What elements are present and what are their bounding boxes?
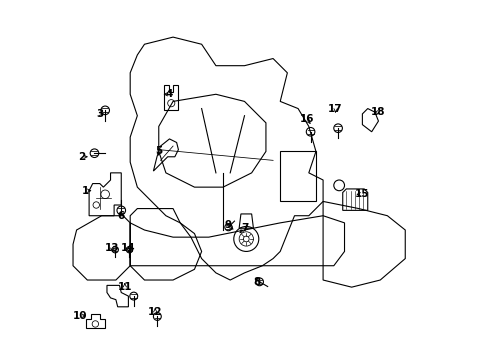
Text: 18: 18 xyxy=(370,107,385,117)
Text: 14: 14 xyxy=(121,243,136,253)
Text: 5: 5 xyxy=(155,147,162,157)
Text: 8: 8 xyxy=(253,277,260,287)
Bar xyxy=(280,152,315,202)
Text: 13: 13 xyxy=(105,243,120,253)
Text: 6: 6 xyxy=(118,211,124,221)
Text: 1: 1 xyxy=(82,186,89,196)
Text: 16: 16 xyxy=(299,114,314,124)
Text: 10: 10 xyxy=(73,311,87,321)
Text: 11: 11 xyxy=(117,282,132,292)
Text: 12: 12 xyxy=(148,307,162,317)
Text: 7: 7 xyxy=(240,223,248,233)
Text: 17: 17 xyxy=(327,104,342,113)
Text: 2: 2 xyxy=(78,152,85,162)
Text: 9: 9 xyxy=(224,220,231,230)
Text: 15: 15 xyxy=(354,189,369,199)
Text: 3: 3 xyxy=(96,109,103,119)
Text: 4: 4 xyxy=(165,89,173,99)
